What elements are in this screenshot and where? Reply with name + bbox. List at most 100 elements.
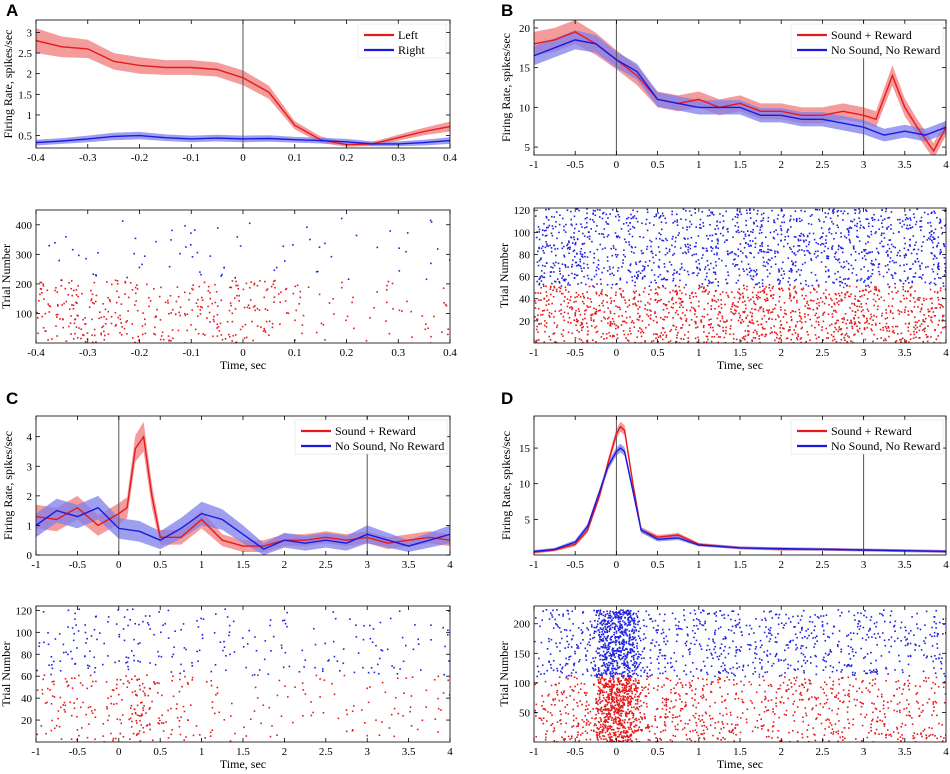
spike-dot-no-sound-no-reward [797, 238, 800, 241]
spike-dot-sound-reward [743, 338, 746, 340]
spike-dot-no-sound-no-reward [362, 638, 365, 641]
spike-dot-no-sound-no-reward [737, 229, 739, 232]
spike-dot-right [347, 278, 350, 280]
spike-dot-left [264, 280, 266, 283]
spike-dot-sound-reward [834, 292, 837, 295]
spike-dot-sound-reward [542, 310, 544, 312]
spike-dot-no-sound-no-reward [934, 283, 937, 286]
spike-dot-no-sound-no-reward [629, 228, 632, 230]
spike-dot-sound-reward [148, 687, 151, 690]
spike-dot-sound-reward [156, 682, 158, 684]
spike-dot-no-sound-no-reward [616, 236, 618, 239]
spike-dot-sound-reward [609, 733, 612, 736]
spike-dot-sound-reward [860, 713, 862, 716]
spike-dot-no-sound-no-reward [417, 638, 419, 641]
A-line-ytick-label: 2 [27, 69, 33, 81]
spike-dot-no-sound-no-reward [658, 251, 661, 253]
spike-dot-sound-reward [638, 726, 641, 728]
spike-dot-left [154, 333, 157, 336]
spike-dot-right [398, 270, 401, 272]
spike-dot-no-sound-no-reward [716, 220, 719, 223]
spike-dot-no-sound-no-reward [939, 219, 942, 222]
spike-dot-sound-reward [703, 331, 705, 333]
spike-dot-no-sound-no-reward [777, 278, 780, 281]
C-raster-ytick-label: 40 [21, 693, 33, 705]
panel-letter-B: B [501, 1, 513, 20]
spike-dot-sound-reward [654, 311, 656, 313]
spike-dot-left [444, 303, 447, 306]
spike-dot-sound-reward [918, 299, 920, 301]
spike-dot-sound-reward [571, 307, 574, 309]
spike-dot-no-sound-no-reward [696, 274, 698, 277]
spike-dot-no-sound-no-reward [726, 250, 729, 253]
spike-dot-no-sound-no-reward [627, 230, 630, 232]
spike-dot-left [84, 317, 86, 319]
spike-dot-no-sound-no-reward [823, 250, 826, 252]
spike-dot-no-sound-no-reward [198, 649, 201, 652]
spike-dot-no-sound-no-reward [778, 271, 780, 273]
spike-dot-no-sound-no-reward [856, 222, 859, 225]
spike-dot-sound-reward [563, 340, 566, 342]
spike-dot-no-sound-no-reward [945, 223, 946, 226]
spike-dot-no-sound-no-reward [640, 249, 643, 252]
spike-dot-sound-reward [717, 681, 720, 684]
spike-dot-sound-reward [861, 702, 863, 704]
spike-dot-sound-reward [894, 286, 896, 289]
spike-dot-sound-reward [682, 300, 684, 303]
spike-dot-sound-reward [644, 287, 646, 289]
B-raster-ytick-label: 40 [519, 294, 531, 306]
spike-dot-no-sound-no-reward [806, 234, 809, 237]
spike-dot-no-sound-no-reward [684, 244, 687, 246]
spike-dot-sound-reward [574, 312, 577, 314]
spike-dot-sound-reward [695, 688, 697, 690]
spike-dot-no-sound-no-reward [569, 246, 571, 249]
spike-dot-no-sound-no-reward [538, 246, 540, 249]
A-line-ytick-label: 0.5 [18, 131, 32, 143]
spike-dot-no-sound-no-reward [267, 673, 270, 675]
D-line-ytick-label: 15 [519, 443, 531, 455]
spike-dot-left [57, 303, 59, 306]
spike-dot-sound-reward [640, 704, 643, 707]
spike-dot-no-sound-no-reward [865, 285, 867, 287]
spike-dot-sound-reward [867, 689, 870, 692]
spike-dot-no-sound-no-reward [847, 230, 850, 232]
spike-dot-sound-reward [623, 296, 625, 299]
spike-dot-no-sound-no-reward [672, 254, 674, 256]
spike-dot-left [54, 289, 56, 292]
spike-dot-sound-reward [762, 308, 765, 310]
spike-dot-sound-reward [564, 286, 567, 289]
spike-dot-no-sound-no-reward [705, 275, 708, 278]
spike-dot-sound-reward [115, 687, 118, 690]
spike-dot-no-sound-no-reward [622, 223, 625, 225]
spike-dot-no-sound-no-reward [899, 279, 901, 281]
spike-dot-sound-reward [593, 683, 595, 685]
spike-dot-no-sound-no-reward [646, 211, 649, 214]
spike-dot-no-sound-no-reward [628, 243, 631, 246]
spike-dot-no-sound-no-reward [687, 251, 690, 253]
spike-dot-no-sound-no-reward [939, 218, 941, 221]
spike-dot-no-sound-no-reward [815, 241, 818, 244]
spike-dot-sound-reward [882, 329, 885, 331]
spike-dot-sound-reward [756, 320, 759, 323]
spike-dot-no-sound-no-reward [622, 259, 624, 261]
spike-dot-no-sound-no-reward [822, 243, 825, 245]
spike-dot-sound-reward [767, 310, 770, 312]
spike-dot-no-sound-no-reward [733, 258, 735, 261]
spike-dot-no-sound-no-reward [637, 270, 640, 273]
spike-dot-left [441, 331, 443, 333]
spike-dot-no-sound-no-reward [847, 233, 850, 236]
spike-dot-no-sound-no-reward [875, 258, 877, 261]
spike-dot-no-sound-no-reward [579, 253, 582, 255]
spike-dot-sound-reward [927, 335, 929, 338]
spike-dot-sound-reward [750, 321, 752, 324]
spike-dot-sound-reward [603, 311, 606, 313]
raster-y-axis-label: Trial Number [0, 641, 13, 706]
spike-dot-left [136, 288, 139, 290]
spike-dot-sound-reward [891, 305, 893, 307]
spike-dot-no-sound-no-reward [248, 629, 250, 632]
spike-dot-sound-reward [778, 295, 781, 298]
spike-dot-no-sound-no-reward [851, 272, 854, 274]
spike-dot-no-sound-no-reward [704, 266, 707, 268]
spike-dot-sound-reward [761, 290, 764, 292]
spike-dot-no-sound-no-reward [609, 273, 611, 276]
